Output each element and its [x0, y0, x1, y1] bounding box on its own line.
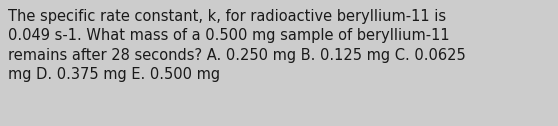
Text: The specific rate constant, k, for radioactive beryllium-11 is
0.049 s-1. What m: The specific rate constant, k, for radio…: [8, 9, 466, 83]
